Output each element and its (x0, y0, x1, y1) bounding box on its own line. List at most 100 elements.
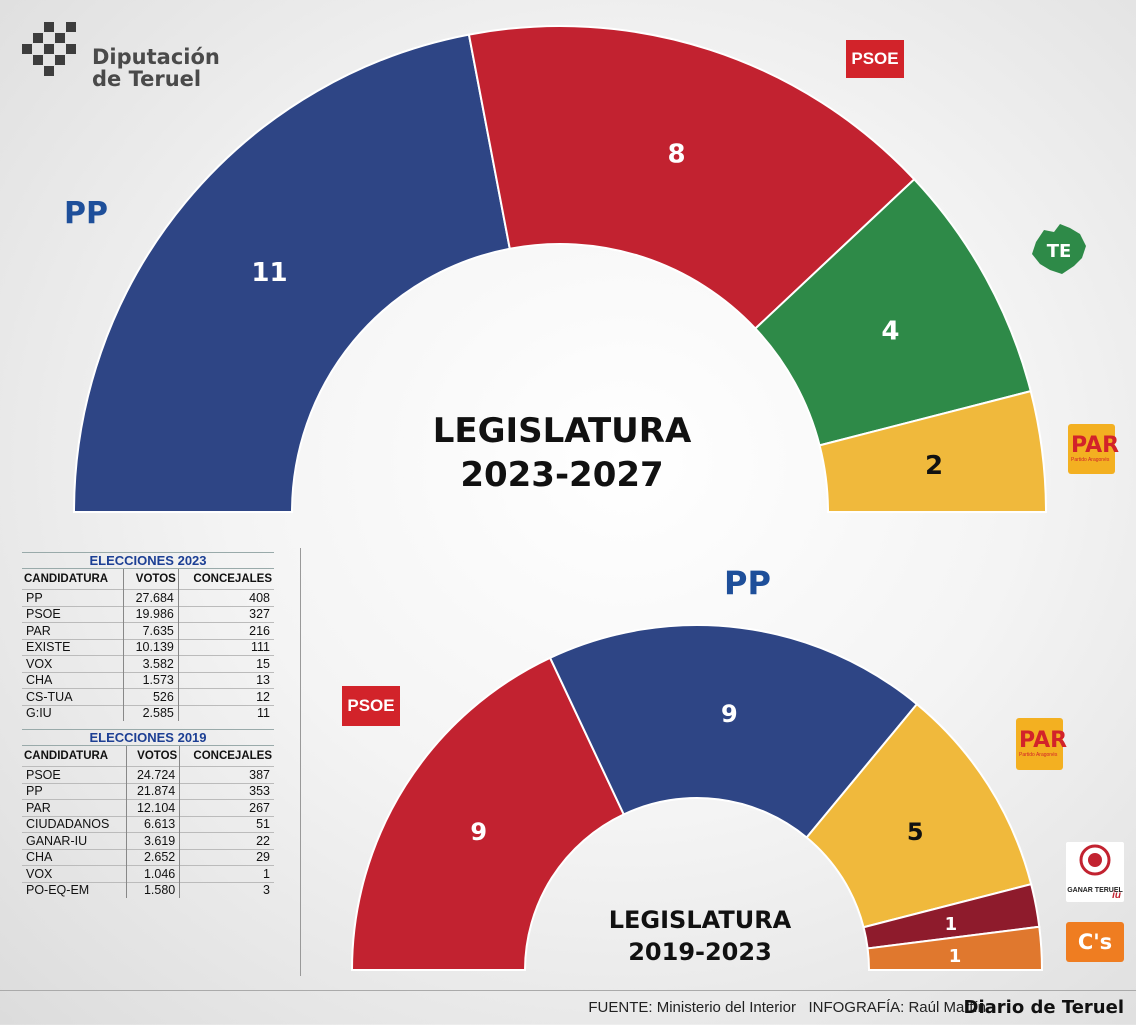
cell-votos: 1.573 (123, 671, 179, 689)
diputacion-name: Diputación de Teruel (92, 46, 220, 90)
seat-label-ganar-iu: 1 (945, 914, 958, 935)
par-logo-subtext: Partido Aragonés (1071, 457, 1110, 463)
pp-logo-text: PP (64, 196, 108, 231)
table-row: CS-TUA 526 12 (22, 688, 274, 705)
table-2023-header-row: CANDIDATURA VOTOS CONCEJALES (22, 569, 274, 590)
table-header-candidatura: CANDIDATURA (24, 750, 109, 762)
infografia-label: INFOGRAFÍA: (808, 999, 905, 1016)
chart2-title-line1: LEGISLATURA (609, 906, 792, 934)
table-2023-body: PP 27.684 408 PSOE 19.986 327 PAR 7.635 216 EXIST… (22, 589, 274, 721)
cell-concejales: 3 (179, 881, 274, 898)
table-header-candidatura: CANDIDATURA (24, 573, 109, 585)
ganar-iu-logo: GANAR TERUEL iu (1066, 842, 1124, 902)
fuente-value: Ministerio del Interior (656, 999, 796, 1016)
cell-votos: 12.104 (125, 799, 181, 816)
seat-segment-psoe (350, 656, 626, 971)
table-row: PP 21.874 353 (22, 782, 274, 800)
seat-segment-ciudadanos (866, 925, 1044, 971)
cell-candidatura: PAR (22, 622, 124, 639)
cell-candidatura: GANAR-IU (22, 832, 127, 849)
chart2-title-line2: 2019-2023 (628, 938, 772, 966)
cell-concejales: 11 (178, 704, 274, 721)
table-2019-header-row: CANDIDATURA VOTOS CONCEJALES (22, 746, 274, 767)
diputacion-emblem-icon (22, 22, 76, 76)
cell-concejales: 1 (179, 865, 274, 882)
chart1-title-line1: LEGISLATURA (433, 411, 692, 451)
cell-concejales: 13 (178, 671, 274, 689)
hemicycle-2023: 11 8 4 2 (72, 25, 1048, 513)
cell-votos: 27.684 (123, 589, 179, 606)
cell-votos: 24.724 (125, 766, 181, 783)
table-row: VOX 3.582 15 (22, 655, 274, 672)
table-2023-title: ELECCIONES 2023 (22, 552, 274, 569)
divider-line (300, 548, 301, 976)
cell-candidatura: PSOE (22, 605, 124, 623)
cell-votos: 3.582 (123, 655, 179, 672)
cell-concejales: 111 (178, 638, 274, 656)
psoe-logo-2019: PSOE (342, 686, 400, 726)
seat-label-pp: 9 (721, 700, 738, 728)
teruel-existe-map-icon: TE (1032, 224, 1086, 274)
cell-votos: 7.635 (123, 622, 179, 639)
par-logo-2019: PAR Partido Aragonés (1016, 718, 1067, 770)
psoe-logo-2023: PSOE (846, 40, 904, 78)
cell-candidatura: PP (22, 782, 127, 800)
cell-votos: 2.652 (125, 848, 181, 866)
table-row: PP 27.684 408 (22, 589, 274, 606)
table-row: PO-EQ-EM 1.580 3 (22, 881, 274, 898)
ganar-emblem-icon (1079, 844, 1111, 876)
hemicycle-2019: 9 9 5 1 1 (350, 624, 1044, 971)
cell-votos: 19.986 (123, 605, 179, 623)
table-row: VOX 1.046 1 (22, 865, 274, 882)
table-header-votos: VOTOS (125, 746, 181, 767)
te-logo: TE (1030, 222, 1088, 276)
table-row: CHA 1.573 13 (22, 671, 274, 689)
table-row: PAR 12.104 267 (22, 799, 274, 816)
table-row: PAR 7.635 216 (22, 622, 274, 639)
table-row: PSOE 24.724 387 (22, 766, 274, 783)
table-row: CIUDADANOS 6.613 51 (22, 815, 274, 833)
ganar-logo-text: GANAR TERUEL (1067, 887, 1123, 894)
chart1-title-line2: 2023-2027 (460, 455, 663, 495)
table-header-concejales: CONCEJALES (193, 573, 272, 585)
par-logo-2023: PAR Partido Aragonés (1068, 424, 1119, 474)
cell-candidatura: CS-TUA (22, 688, 124, 705)
cell-candidatura: CHA (22, 848, 127, 866)
par-logo-subtext-2019: Partido Aragonés (1019, 752, 1058, 758)
seat-label-par: 5 (907, 818, 924, 846)
par-logo-text-2019: PAR (1019, 728, 1068, 753)
table-2023: CANDIDATURA VOTOS CONCEJALES PP 27.684 408… (22, 569, 274, 721)
cell-candidatura: EXISTE (22, 638, 124, 656)
table-row: G:IU 2.585 11 (22, 704, 274, 721)
seat-segment-par (805, 702, 1033, 929)
psoe-logo-text: PSOE (851, 49, 899, 68)
table-row: PSOE 19.986 327 (22, 605, 274, 623)
results-tables: ELECCIONES 2023 CANDIDATURA VOTOS CONCEJ… (22, 550, 274, 898)
cell-votos: 3.619 (125, 832, 181, 849)
par-logo-text: PAR (1071, 433, 1120, 458)
seat-label-psoe: 8 (667, 140, 685, 170)
table-header-votos: VOTOS (123, 569, 179, 590)
cell-concejales: 327 (178, 605, 274, 623)
pp-logo-2019: PP (724, 564, 771, 602)
cell-votos: 1.046 (125, 865, 181, 882)
cell-votos: 526 (123, 688, 179, 705)
cell-candidatura: VOX (22, 865, 127, 882)
footer: FUENTE: Ministerio del Interior INFOGRAF… (0, 990, 1136, 1025)
iu-logo-text: iu (1112, 890, 1121, 901)
diario-teruel-logo: Diario de Teruel (963, 997, 1124, 1018)
cell-concejales: 12 (178, 688, 274, 705)
pp-logo-text-2019: PP (724, 564, 771, 602)
pp-logo-2023: PP (64, 196, 108, 231)
te-logo-text: TE (1047, 241, 1072, 262)
cell-candidatura: PAR (22, 799, 127, 816)
cell-concejales: 15 (178, 655, 274, 672)
cell-concejales: 387 (179, 766, 274, 783)
table-row: CHA 2.652 29 (22, 848, 274, 866)
seat-segment-pp (548, 624, 919, 839)
table-2019-body: PSOE 24.724 387 PP 21.874 353 PAR 12.104 267 CIUD… (22, 766, 274, 898)
cell-candidatura: VOX (22, 655, 124, 672)
cell-concejales: 29 (179, 848, 274, 866)
footer-credits: FUENTE: Ministerio del Interior INFOGRAF… (588, 999, 986, 1016)
cell-concejales: 408 (178, 589, 274, 606)
